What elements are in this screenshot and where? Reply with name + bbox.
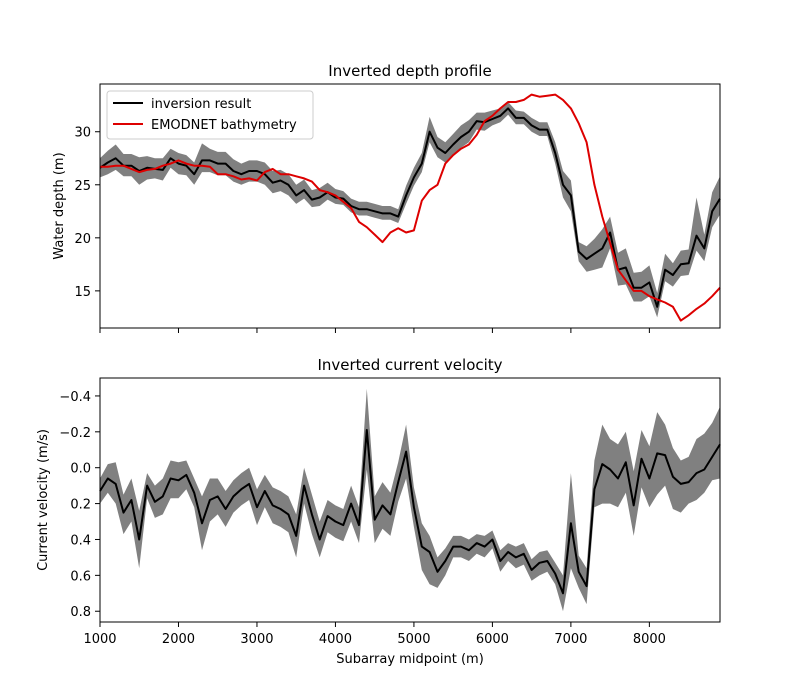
velocity-uncertainty-bands [100,388,720,612]
y-tick-label: 0.8 [70,605,91,620]
x-tick-label: 6000 [476,632,509,647]
y-tick-label: −0.4 [59,390,91,405]
depth-legend: inversion result EMODNET bathymetry [106,90,314,140]
velocity-y-axis-label: Current velocity (m/s) [36,429,51,571]
y-tick-label: 15 [74,285,91,300]
depth-profile-panel: Inverted depth profile 15 20 25 30 Water de… [52,62,721,333]
x-tick-label: 5000 [397,632,430,647]
x-tick-label: 3000 [240,632,273,647]
x-tick-label: 8000 [633,632,666,647]
depth-uncertainty-bands [100,102,720,318]
x-tick-label: 7000 [554,632,587,647]
y-tick-label: 0.4 [70,533,91,548]
depth-series-lines [99,93,721,322]
velocity-axes-frame [99,377,721,623]
velocity-y-ticks: −0.4 −0.2 0.0 0.2 0.4 0.6 0.8 [59,390,100,620]
depth-x-ticks [99,328,650,333]
y-tick-label: 20 [74,232,91,247]
legend-box [106,90,314,140]
depth-profile-title: Inverted depth profile [328,62,491,80]
y-tick-label: 0.6 [70,569,91,584]
legend-label-inversion: inversion result [151,97,251,112]
uncertainty-band [100,102,720,318]
y-tick-label: −0.2 [59,426,91,441]
current-velocity-panel: Inverted current velocity 1000 2000 3000 40… [36,356,721,667]
x-axis-label: Subarray midpoint (m) [336,652,484,667]
uncertainty-band [100,388,720,612]
y-tick-label: 30 [74,126,91,141]
x-tick-label: 2000 [162,632,195,647]
velocity-x-ticks: 1000 2000 3000 4000 5000 6000 7000 8000 [83,622,666,647]
x-tick-label: 4000 [319,632,352,647]
y-tick-label: 25 [74,179,91,194]
x-tick-label: 1000 [83,632,116,647]
depth-axes-frame [99,83,721,329]
y-tick-label: 0.0 [70,462,91,477]
series-line-emodnet-bathymetry [100,93,721,322]
series-line-inversion-result [99,429,721,595]
velocity-series-lines [99,429,721,595]
current-velocity-title: Inverted current velocity [317,356,502,374]
legend-label-emodnet: EMODNET bathymetry [151,118,297,133]
y-tick-label: 0.2 [70,498,91,513]
depth-y-ticks: 15 20 25 30 [74,126,100,300]
depth-y-axis-label: Water depth (m) [52,152,67,259]
